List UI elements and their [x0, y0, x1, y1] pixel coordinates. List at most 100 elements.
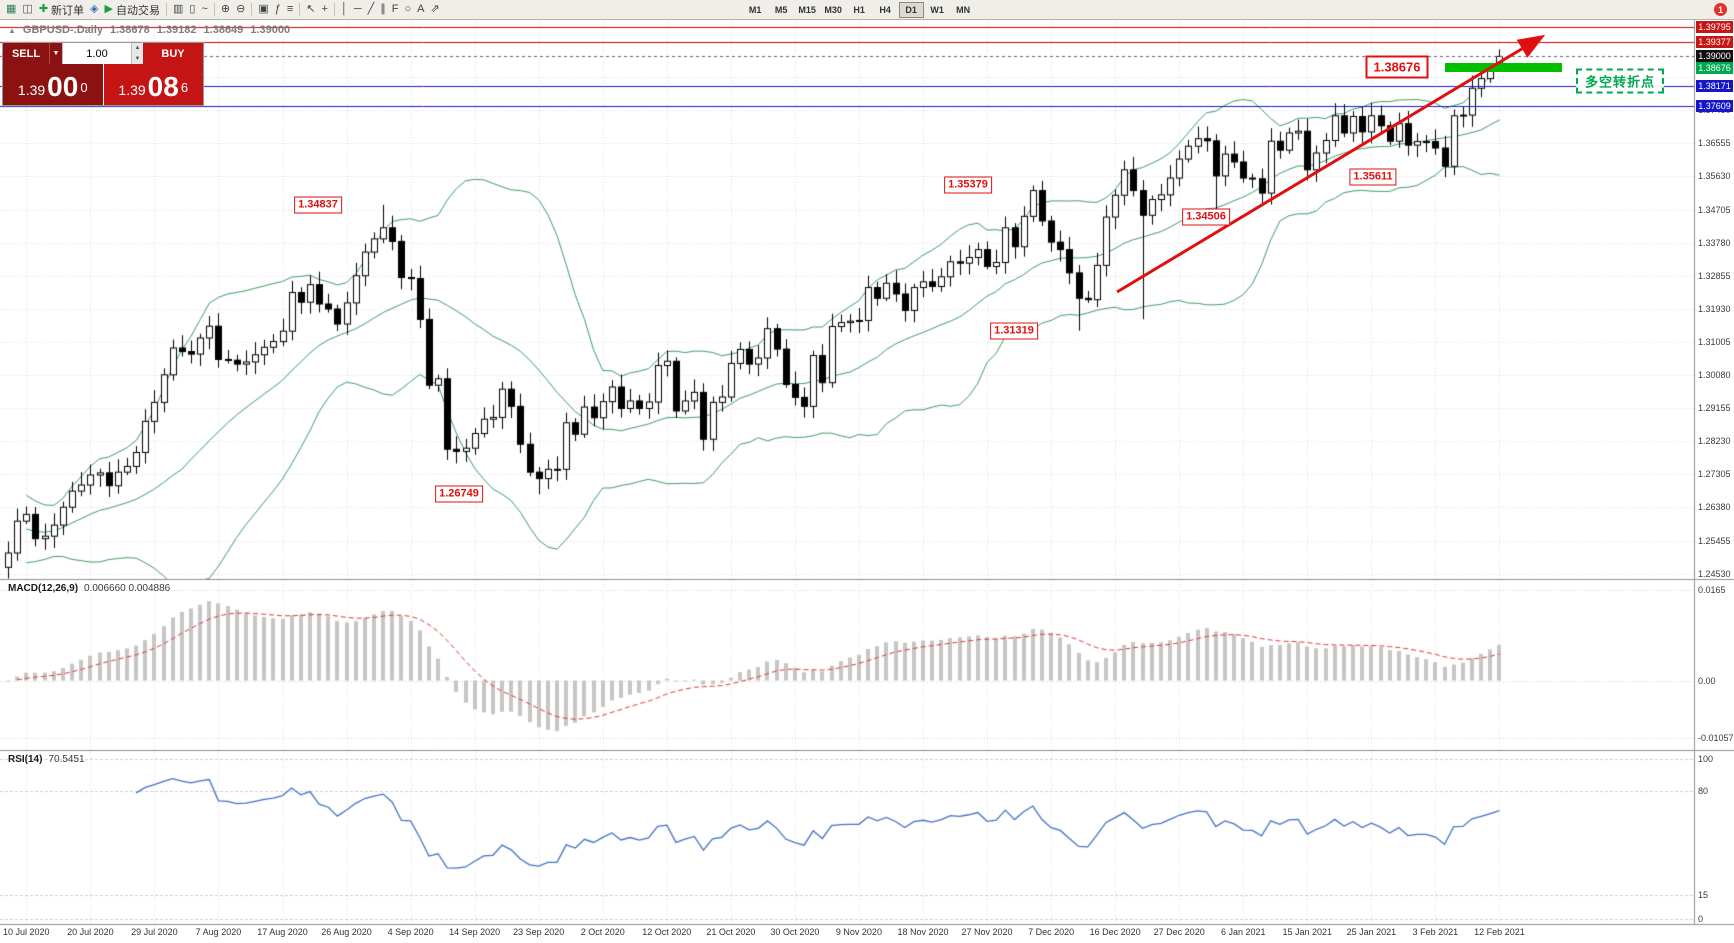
bar-chart-icon[interactable]: ▥: [170, 1, 186, 18]
arrow-tools-icon: ⇗: [430, 3, 440, 15]
price-axis-label: 1.28230: [1698, 436, 1731, 447]
time-axis-label: 2 Oct 2020: [580, 927, 625, 937]
timeframe-w1[interactable]: W1: [930, 4, 944, 15]
price-axis-label: 1.31930: [1698, 303, 1731, 314]
timeframe-h4[interactable]: H4: [879, 4, 891, 15]
candlestick-chart-icon[interactable]: ▯: [186, 1, 198, 18]
price-axis-label: 1.30080: [1698, 370, 1731, 381]
buy-price-panel[interactable]: 1.39 08 6: [103, 64, 203, 105]
time-axis-label: 26 Aug 2020: [321, 927, 372, 937]
metaeditor-icon[interactable]: ◈: [87, 1, 101, 18]
time-axis-label: 12 Oct 2020: [642, 927, 692, 937]
price-axis-tag: 1.39000: [1696, 49, 1733, 62]
price-axis-tag: 1.38676: [1696, 61, 1733, 74]
autotrading-button[interactable]: ▶ 自动交易: [102, 1, 163, 18]
time-axis-label: 4 Sep 2020: [387, 927, 434, 937]
metaeditor-icon: ◈: [90, 3, 99, 15]
quote-open: 1.38678: [110, 24, 150, 36]
toolbar-separator: [251, 3, 253, 16]
time-axis-label: 27 Nov 2020: [961, 927, 1013, 937]
sell-button[interactable]: SELL: [3, 43, 49, 64]
cursor-icon[interactable]: ↖: [303, 1, 318, 18]
price-level-label[interactable]: 1.38676: [1365, 55, 1429, 79]
objects-list-icon[interactable]: ≡: [284, 1, 296, 18]
quote-high: 1.39182: [156, 24, 197, 36]
time-axis-label: 16 Dec 2020: [1089, 927, 1141, 937]
trendline-icon: ╱: [367, 3, 375, 15]
volume-input[interactable]: [63, 43, 131, 64]
cursor-icon: ↖: [306, 3, 316, 15]
timeframe-toolbar: M1 M5 M15 M30 H1 H4 D1 W1 MN: [743, 1, 976, 18]
timeframe-m1[interactable]: M1: [748, 4, 762, 15]
price-level-label[interactable]: 1.35379: [944, 176, 992, 194]
time-axis-label: 15 Jan 2021: [1282, 927, 1333, 937]
fibonacci-icon[interactable]: F: [389, 1, 402, 18]
sell-price-panel[interactable]: 1.39 00 0: [3, 64, 104, 105]
price-level-label[interactable]: 1.34506: [1182, 208, 1230, 226]
toolbar-separator: [333, 3, 335, 16]
buy-price-small: 1.39: [118, 82, 146, 98]
timeframe-d1[interactable]: D1: [898, 1, 924, 18]
arrow-tools-icon[interactable]: ⇗: [427, 1, 442, 18]
time-axis-label: 14 Sep 2020: [449, 927, 501, 937]
vertical-line-icon[interactable]: │: [338, 1, 351, 18]
indicators-icon[interactable]: ƒ: [272, 1, 284, 18]
buy-button[interactable]: BUY: [143, 43, 203, 64]
price-level-label[interactable]: 1.31319: [990, 322, 1038, 340]
trendline-icon[interactable]: ╱: [365, 1, 378, 18]
new-order-icon: ✚: [38, 3, 49, 15]
volume-down-icon[interactable]: ▼: [132, 53, 143, 64]
new-order-button[interactable]: ✚ 新订单: [36, 1, 87, 18]
chart-profiles-icon[interactable]: ◫: [19, 1, 35, 18]
symbol-marker-icon: ▲: [8, 25, 16, 35]
time-axis-label: 29 Jul 2020: [131, 927, 178, 937]
autotrading-icon: ▶: [104, 3, 113, 15]
timeframe-h1[interactable]: H1: [853, 4, 865, 15]
price-axis-label: 1.31005: [1698, 336, 1731, 347]
volume-up-icon[interactable]: ▲: [132, 43, 143, 54]
sell-price-sup: 0: [80, 79, 88, 95]
price-level-label[interactable]: 1.26749: [435, 485, 483, 503]
time-axis-label: 7 Dec 2020: [1028, 927, 1075, 937]
line-chart-icon: ~: [201, 3, 208, 15]
time-axis-label: 7 Aug 2020: [195, 927, 242, 937]
timeframe-m5[interactable]: M5: [774, 4, 788, 15]
candlestick-chart-icon: ▯: [189, 3, 196, 15]
crosshair-icon: +: [321, 3, 328, 15]
sell-price-big: 00: [47, 71, 79, 102]
objects-list-icon: ≡: [286, 3, 294, 15]
price-level-label[interactable]: 1.34837: [294, 196, 342, 214]
price-axis-label: 1.32855: [1698, 270, 1731, 281]
timeframe-m30[interactable]: M30: [824, 4, 842, 15]
price-level-label[interactable]: 1.35611: [1349, 168, 1397, 186]
zoom-in-icon[interactable]: ⊕: [218, 1, 233, 18]
horizontal-line-icon[interactable]: ─: [351, 1, 365, 18]
time-axis-label: 17 Aug 2020: [257, 927, 308, 937]
timeframe-mn[interactable]: MN: [956, 4, 971, 15]
notification-badge[interactable]: 1: [1714, 3, 1727, 16]
new-chart-icon[interactable]: ▦: [3, 1, 19, 18]
turning-point-label[interactable]: 多空转折点: [1575, 68, 1665, 94]
text-icon[interactable]: A: [414, 1, 427, 18]
macd-pane-title: MACD(12,26,9) 0.006660 0.004886: [8, 583, 171, 594]
time-axis-label: 30 Oct 2020: [770, 927, 820, 937]
resistance-zone-bar[interactable]: [1445, 63, 1562, 72]
tile-windows-icon[interactable]: ▣: [255, 1, 271, 18]
shapes-icon[interactable]: ○: [401, 1, 414, 18]
toolbar-separator: [165, 3, 167, 16]
time-axis-label: 3 Feb 2021: [1412, 927, 1459, 937]
toolbar-separator: [299, 3, 301, 16]
fibonacci-icon: F: [391, 3, 399, 15]
time-axis-label: 12 Feb 2021: [1474, 927, 1525, 937]
text-icon: A: [417, 3, 425, 15]
channel-icon[interactable]: ∥: [377, 1, 389, 18]
timeframe-m15[interactable]: M15: [798, 4, 816, 15]
rsi-scale-label: 0: [1698, 913, 1704, 924]
volume-dropdown-icon[interactable]: ▼: [49, 43, 62, 64]
line-chart-icon[interactable]: ~: [198, 1, 210, 18]
zoom-out-icon[interactable]: ⊖: [233, 1, 248, 18]
volume-stepper[interactable]: ▲ ▼: [131, 43, 143, 64]
crosshair-icon[interactable]: +: [318, 1, 330, 18]
